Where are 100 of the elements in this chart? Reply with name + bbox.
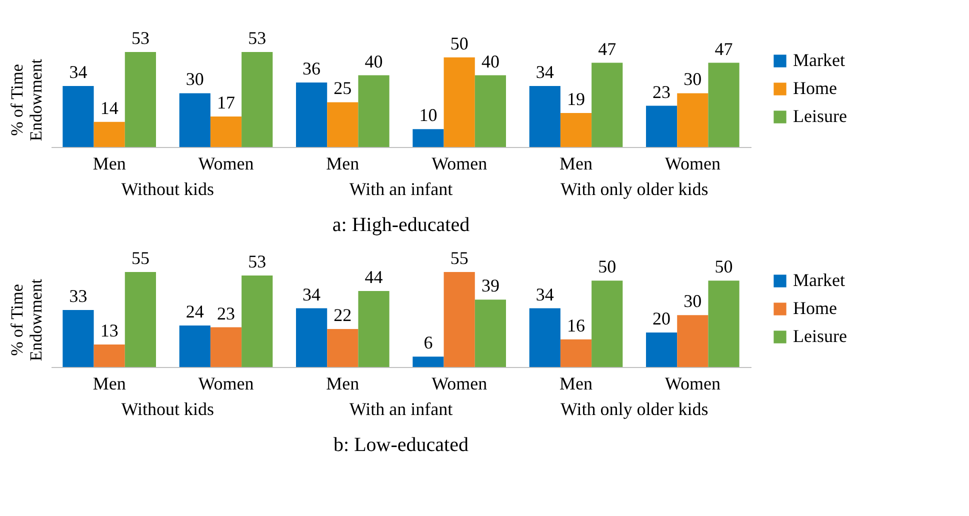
- data-label: 13: [100, 320, 118, 341]
- x-tick-label: Men: [560, 374, 592, 394]
- data-label: 6: [424, 332, 433, 353]
- bar: [646, 332, 678, 367]
- legend-label: Leisure: [793, 326, 847, 346]
- legend-label: Home: [793, 298, 837, 318]
- data-label: 25: [334, 78, 352, 98]
- y-axis-title: % of Time Endowment: [8, 278, 46, 362]
- data-label: 47: [598, 38, 616, 59]
- text: Without kids: [121, 179, 214, 199]
- legend-label: Market: [793, 270, 845, 290]
- bar: [529, 86, 560, 147]
- data-label: 14: [100, 98, 118, 118]
- data-label: 34: [536, 62, 554, 82]
- data-label: 30: [186, 69, 204, 90]
- data-label: 55: [450, 248, 468, 268]
- bar: [677, 315, 708, 367]
- bar: [242, 52, 273, 147]
- text: Without kids: [121, 399, 214, 419]
- bar: [210, 327, 242, 367]
- bar: [708, 62, 740, 147]
- bar: [296, 308, 328, 367]
- data-label: 44: [364, 267, 383, 287]
- data-label: 17: [217, 92, 235, 113]
- data-label: 16: [567, 315, 585, 336]
- data-label: 24: [186, 302, 204, 322]
- bar: [592, 280, 623, 367]
- bar: [358, 75, 390, 147]
- bar: [560, 339, 592, 367]
- bar: [358, 291, 390, 367]
- bar: [124, 272, 156, 367]
- bar: [412, 356, 444, 367]
- data-label: 53: [248, 251, 266, 272]
- bar: [474, 300, 506, 367]
- x-tick-label: Women: [432, 374, 488, 394]
- data-label: 10: [419, 105, 438, 126]
- data-label: 40: [364, 51, 383, 72]
- bar: [94, 122, 125, 147]
- bar: [708, 280, 740, 367]
- data-label: 34: [69, 62, 88, 82]
- data-label: 50: [714, 256, 733, 277]
- bar: [94, 344, 125, 367]
- legend-label: Leisure: [793, 106, 847, 126]
- data-label: 40: [481, 51, 500, 72]
- data-label: 36: [302, 58, 321, 78]
- bar: [179, 326, 210, 367]
- bar: [560, 112, 592, 147]
- x-tick-label: Men: [92, 374, 126, 394]
- data-label: 23: [217, 303, 235, 324]
- bar: [242, 275, 273, 367]
- text: With only older kids: [560, 179, 708, 199]
- data-label: 50: [450, 33, 468, 54]
- bar: [444, 272, 475, 367]
- bar: [327, 329, 358, 367]
- x-tick-label: Men: [92, 154, 126, 174]
- legend-label: Home: [793, 78, 837, 98]
- data-label: 39: [481, 276, 500, 296]
- y-axis-title: % of Time Endowment: [8, 58, 46, 142]
- data-label: 19: [567, 88, 585, 109]
- bar: [592, 62, 623, 147]
- bar: [677, 93, 708, 147]
- x-tick-label: Women: [198, 374, 254, 394]
- legend-label: Market: [793, 50, 845, 70]
- data-label: 23: [652, 82, 671, 102]
- data-label: 53: [248, 28, 266, 48]
- bar: [124, 52, 156, 147]
- data-label: 30: [684, 291, 702, 312]
- x-tick-label: Women: [432, 154, 488, 174]
- data-label: 22: [334, 305, 352, 325]
- bar: [327, 102, 358, 147]
- x-tick-label: Women: [198, 154, 254, 174]
- data-label: 30: [684, 69, 702, 90]
- data-label: 34: [536, 284, 554, 304]
- text: a: High-educated: [332, 214, 470, 236]
- x-tick-label: Men: [560, 154, 592, 174]
- data-label: 47: [714, 38, 733, 59]
- data-label: 50: [598, 256, 616, 277]
- text: With an infant: [349, 399, 453, 419]
- bar: [62, 310, 94, 367]
- bar: [296, 82, 328, 147]
- text: With only older kids: [560, 399, 708, 419]
- bar: [62, 86, 94, 147]
- text: With an infant: [349, 179, 453, 199]
- data-label: 55: [131, 248, 150, 268]
- bar: [412, 129, 444, 147]
- x-tick-label: Men: [326, 374, 360, 394]
- bar: [444, 57, 475, 147]
- data-label: 20: [652, 308, 671, 328]
- bar: [179, 93, 210, 147]
- x-tick-label: Women: [664, 154, 720, 174]
- x-tick-label: Women: [664, 374, 720, 394]
- data-label: 53: [131, 28, 150, 48]
- bar: [210, 116, 242, 147]
- bar: [646, 106, 678, 147]
- data-label: 34: [302, 284, 321, 304]
- x-tick-label: Men: [326, 154, 360, 174]
- data-label: 33: [69, 286, 88, 306]
- text: b: Low-educated: [334, 434, 468, 456]
- bar: [529, 308, 560, 367]
- bar: [474, 75, 506, 147]
